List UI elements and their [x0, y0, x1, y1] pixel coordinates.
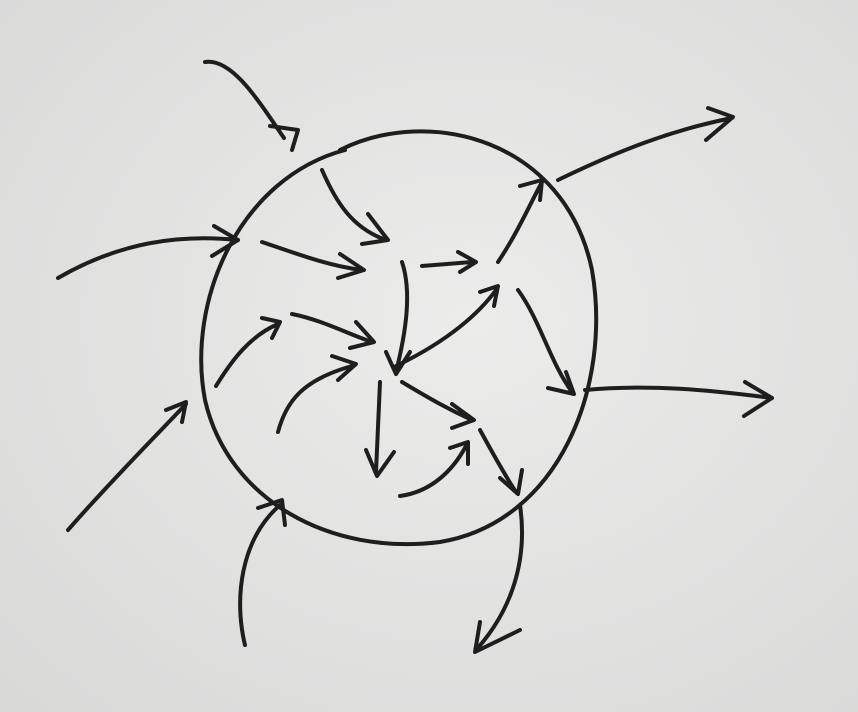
arrow-inner: [400, 380, 476, 430]
arrow-inner: [516, 288, 576, 396]
arrow-inner: [320, 168, 390, 246]
arrow-inner: [496, 178, 544, 264]
arrow-inner: [214, 316, 282, 388]
circle: [199, 129, 599, 547]
arrow-inner: [364, 380, 396, 478]
arrow-out: [473, 503, 525, 654]
arrow-in: [56, 224, 240, 280]
arrow-inner: [398, 440, 470, 498]
arrow-inner: [276, 354, 358, 434]
arrow-in: [238, 498, 287, 647]
arrow-inner: [478, 428, 524, 496]
arrow-in: [203, 59, 300, 152]
arrow-in: [66, 400, 188, 532]
arrow-out: [556, 106, 735, 182]
arrow-inner: [260, 240, 366, 280]
arrow-inner: [420, 250, 478, 274]
arrow-inner: [290, 312, 376, 350]
arrow-out: [583, 380, 774, 418]
arrow-inner: [394, 284, 500, 368]
